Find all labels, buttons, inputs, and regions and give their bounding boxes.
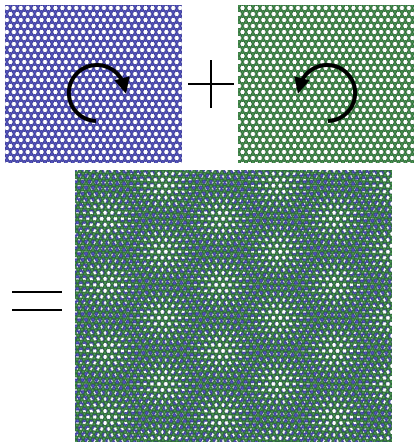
plus-sign: [188, 60, 234, 108]
equals-sign: [12, 292, 62, 310]
diagram: [0, 0, 416, 446]
page: (() => { const data = JSON.parse(documen…: [0, 0, 416, 446]
green-lattice: [238, 5, 414, 163]
moire-green-layer: [75, 170, 392, 442]
blue-lattice: [5, 5, 182, 163]
moire-pattern: [75, 170, 392, 442]
